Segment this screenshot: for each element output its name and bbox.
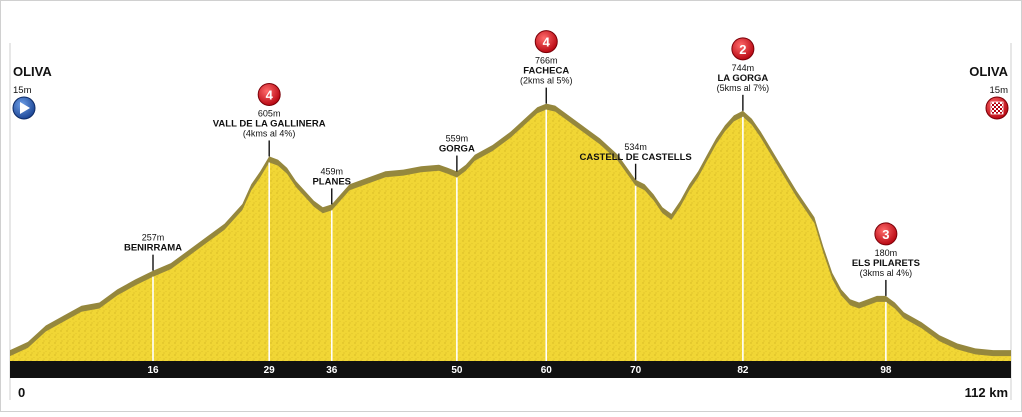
waypoint-name: FACHECA — [523, 66, 569, 77]
waypoint-climb-info: (4kms al 4%) — [243, 128, 296, 138]
waypoint-name: GORGA — [439, 144, 475, 155]
km-bar — [10, 361, 1011, 378]
start-name: OLIVA — [13, 64, 52, 79]
climb-category-label: 2 — [739, 42, 746, 57]
climb-category-label: 4 — [543, 35, 551, 50]
waypoint-name: LA GORGA — [717, 73, 768, 84]
waypoint-name: BENIRRAMA — [124, 243, 182, 254]
waypoint-altitude: 744m — [732, 63, 755, 73]
profile-area — [10, 109, 1011, 361]
waypoint-altitude: 605m — [258, 108, 281, 118]
finish-block: OLIVA 15m 112 km — [965, 64, 1009, 400]
climb-category-icon: 4 — [534, 30, 558, 54]
waypoint-altitude: 559m — [446, 134, 469, 144]
waypoint-name: ELS PILARETS — [852, 258, 920, 269]
waypoint-altitude: 766m — [535, 56, 558, 66]
start-altitude: 15m — [13, 85, 32, 96]
km-tick-label: 50 — [451, 365, 463, 376]
waypoint-name: PLANES — [312, 176, 351, 187]
waypoint-altitude: 534m — [624, 142, 647, 152]
checkered-flag-icon — [985, 96, 1009, 120]
start-block: OLIVA 15m 0 — [12, 64, 52, 400]
km-tick-label: 29 — [264, 365, 276, 376]
km-tick-label: 16 — [147, 365, 159, 376]
start-km-label: 0 — [18, 385, 25, 400]
waypoint-name: CASTELL DE CASTELLS — [580, 152, 692, 163]
km-tick-label: 98 — [880, 365, 892, 376]
waypoint-climb-info: (5kms al 7%) — [717, 83, 770, 93]
km-tick-label: 36 — [326, 365, 338, 376]
climb-category-icon: 4 — [257, 82, 281, 106]
finish-km-label: 112 km — [965, 385, 1008, 400]
climb-category-icon: 3 — [874, 222, 898, 246]
km-tick-label: 60 — [541, 365, 553, 376]
km-tick-label: 70 — [630, 365, 642, 376]
km-ticks: 16 29 36 50 60 70 82 98 — [147, 365, 891, 376]
play-icon — [12, 96, 36, 120]
km-tick-label: 82 — [737, 365, 749, 376]
climb-category-label: 3 — [882, 227, 889, 242]
waypoint-climb-info: (2kms al 5%) — [520, 76, 573, 86]
climb-category-icon: 2 — [731, 37, 755, 61]
waypoint-altitude: 257m — [142, 233, 165, 243]
climb-category-label: 4 — [266, 87, 274, 102]
finish-name: OLIVA — [969, 64, 1008, 79]
waypoint-altitude: 459m — [320, 166, 343, 176]
waypoint-name: VALL DE LA GALLINERA — [213, 118, 326, 129]
waypoint-altitude: 180m — [875, 248, 898, 258]
finish-altitude: 15m — [990, 85, 1009, 96]
waypoint-climb-info: (3kms al 4%) — [860, 268, 913, 278]
